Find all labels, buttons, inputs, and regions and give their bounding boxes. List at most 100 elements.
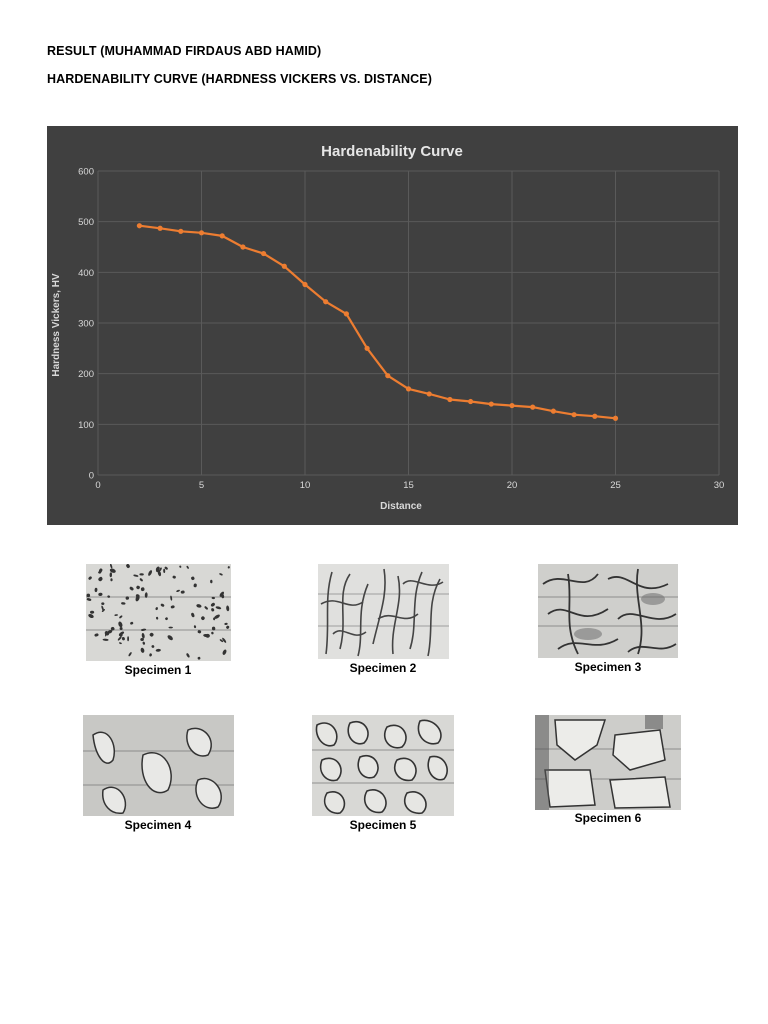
specimen-dot (86, 593, 91, 598)
specimen-dot (149, 632, 154, 637)
y-tick-label: 600 (78, 167, 94, 178)
specimen-dot (118, 621, 123, 628)
data-point (447, 396, 453, 403)
specimen-dot (201, 616, 205, 620)
specimen-dot (121, 602, 126, 605)
page-heading-chart-description: HARDENABILITY CURVE (HARDNESS VICKERS VS… (47, 72, 433, 86)
specimen-dot (119, 615, 123, 619)
y-tick-label: 0 (89, 471, 94, 482)
specimen-dot (170, 605, 175, 609)
specimen-dot (160, 603, 165, 607)
specimen-dot (165, 617, 168, 621)
specimen-1-image (86, 564, 231, 661)
specimen-dot (110, 626, 115, 631)
specimen-dot (167, 635, 173, 641)
data-point (302, 281, 308, 288)
specimen-dot (148, 570, 153, 576)
data-point (612, 415, 619, 421)
specimen-dot (170, 595, 173, 601)
specimen-dot (180, 590, 185, 594)
specimen-dot (114, 614, 118, 616)
specimen-dot (133, 574, 139, 577)
specimen-dot (226, 605, 230, 612)
specimen-dot (164, 566, 168, 570)
specimen-2-caption: Specimen 2 (349, 661, 417, 675)
specimen-dot (129, 586, 134, 591)
specimen-dot (94, 633, 99, 637)
specimen-dot (191, 612, 195, 618)
specimen-dot (210, 579, 213, 584)
specimen-dot (211, 631, 214, 635)
specimen-dot (118, 642, 122, 645)
specimen-dot (196, 604, 202, 608)
specimen-dot (191, 576, 195, 581)
specimen-dot (139, 573, 144, 576)
specimen-dot (168, 626, 173, 629)
data-point (509, 402, 515, 409)
x-tick-label: 15 (403, 480, 414, 491)
specimen-dot (172, 575, 176, 579)
specimen-6-image (535, 715, 681, 810)
specimen-dot (179, 565, 182, 568)
specimen-dot (88, 576, 92, 580)
page-heading-result: RESULT (MUHAMMAD FIRDAUS ABD HAMID) (47, 44, 322, 58)
x-tick-label: 30 (714, 480, 725, 491)
data-point (592, 413, 598, 419)
specimen-dot (222, 649, 227, 655)
x-tick-label: 20 (507, 480, 518, 491)
series-line-0 (139, 224, 616, 420)
specimen-3-caption: Specimen 3 (574, 660, 642, 674)
specimen-dot (126, 564, 130, 568)
y-tick-label: 200 (78, 369, 94, 380)
specimen-dot (176, 589, 180, 592)
specimen-dot (193, 625, 197, 629)
specimen-dot (227, 566, 230, 569)
specimen-dot (155, 566, 160, 571)
specimen-dot (104, 631, 110, 636)
specimen-dot (107, 595, 111, 598)
specimen-dot (141, 633, 145, 639)
specimen-5-caption: Specimen 5 (349, 818, 417, 832)
specimen-dot (98, 592, 103, 597)
chart-y-axis-label: Hardness Vickers, HV (51, 273, 62, 377)
data-point (136, 223, 142, 229)
x-tick-label: 10 (300, 480, 311, 491)
specimen-dot (193, 583, 197, 588)
data-point (405, 386, 412, 392)
specimen-dot (110, 578, 113, 582)
specimen-dot (222, 637, 227, 643)
data-point (240, 244, 246, 250)
specimen-dot (142, 641, 146, 645)
y-tick-label: 500 (78, 217, 94, 228)
specimen-dot (155, 616, 159, 620)
specimen-dot (94, 587, 98, 593)
data-point (530, 404, 536, 410)
specimen-dot (125, 596, 129, 600)
data-point (426, 391, 432, 397)
specimen-dot (101, 605, 104, 611)
specimen-dot (186, 565, 189, 569)
specimen-dot (127, 636, 129, 642)
chart-series (136, 223, 619, 421)
y-tick-label: 300 (78, 319, 94, 330)
specimen-dot (140, 587, 145, 592)
data-point (488, 401, 494, 407)
data-point (178, 228, 184, 234)
specimen-dot (101, 602, 105, 606)
specimen-dot (219, 639, 224, 643)
specimen-dot (136, 585, 140, 590)
specimen-dot (224, 622, 228, 626)
specimen-dot (226, 625, 230, 629)
specimen-dot (140, 647, 145, 653)
specimen-dot (215, 606, 222, 610)
specimen-6-caption: Specimen 6 (574, 811, 642, 825)
specimen-dot (211, 626, 216, 631)
specimen-dot (130, 621, 134, 625)
specimen-5-image (312, 715, 454, 816)
data-point (550, 408, 556, 414)
data-point (364, 345, 370, 351)
specimen-dot (135, 595, 140, 602)
x-tick-label: 25 (610, 480, 621, 491)
y-tick-label: 400 (78, 268, 94, 279)
specimen-dot (197, 656, 201, 660)
